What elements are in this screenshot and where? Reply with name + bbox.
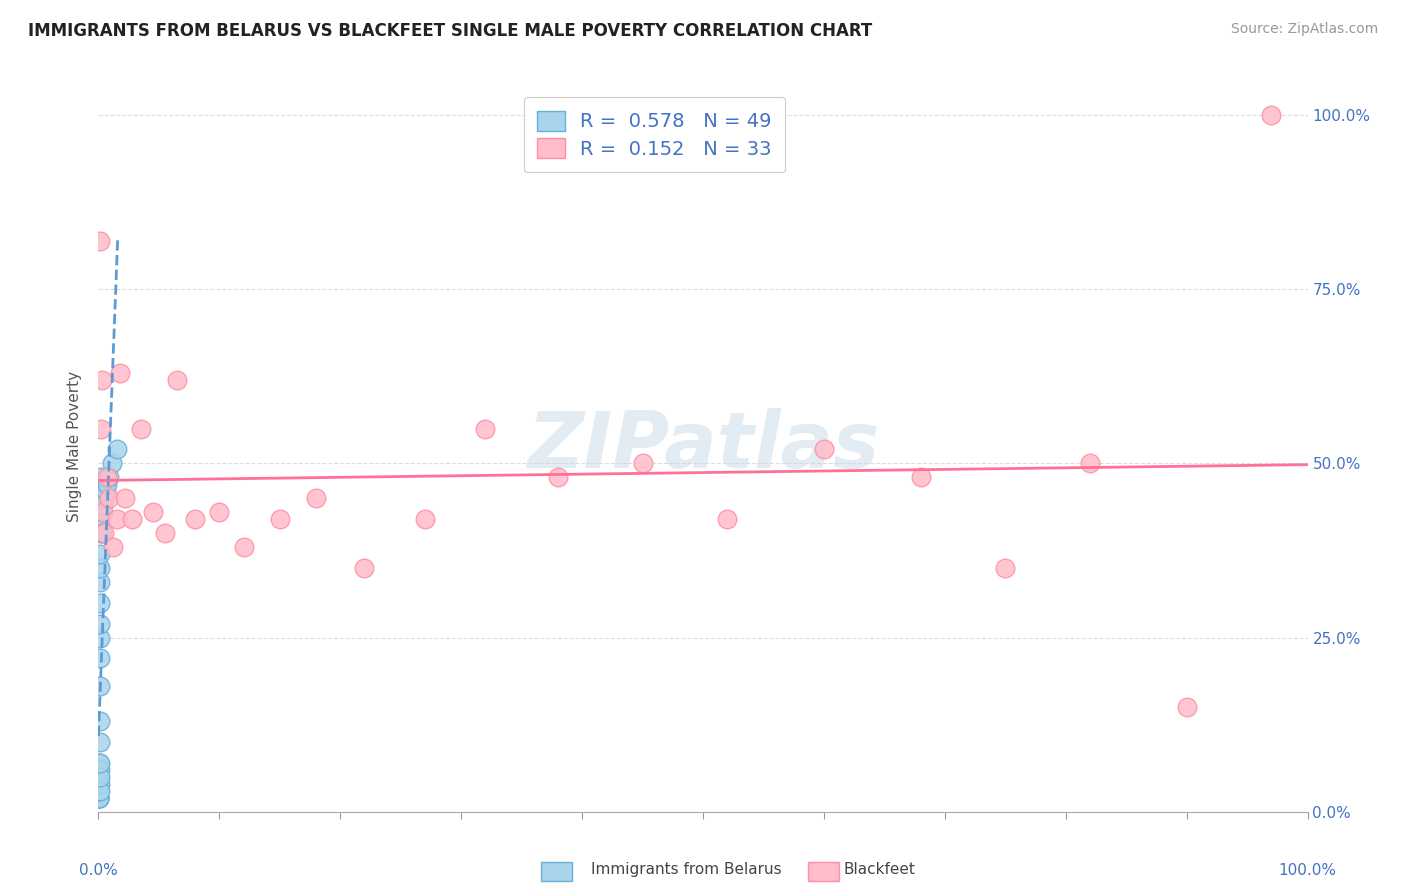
- Point: [184, 512, 207, 526]
- Point: [89, 561, 111, 575]
- Point: [90, 470, 112, 484]
- Point: [89, 651, 111, 665]
- Point: [142, 505, 165, 519]
- Point: [105, 512, 128, 526]
- Point: [1260, 108, 1282, 122]
- Point: [96, 470, 118, 484]
- Point: [716, 512, 738, 526]
- Point: [89, 756, 111, 770]
- Point: [90, 512, 112, 526]
- Text: ZIPatlas: ZIPatlas: [527, 408, 879, 484]
- Point: [87, 790, 110, 805]
- Text: Blackfeet: Blackfeet: [844, 863, 915, 877]
- Y-axis label: Single Male Poverty: Single Male Poverty: [67, 370, 83, 522]
- Point: [93, 526, 115, 541]
- Point: [87, 763, 110, 777]
- Point: [105, 442, 128, 457]
- Point: [89, 784, 111, 798]
- Point: [89, 547, 111, 561]
- Point: [91, 505, 114, 519]
- Point: [89, 763, 111, 777]
- Point: [166, 373, 188, 387]
- Point: [631, 457, 654, 471]
- Point: [94, 484, 117, 499]
- Point: [89, 770, 111, 784]
- Point: [153, 526, 176, 541]
- Point: [1078, 457, 1101, 471]
- Point: [89, 616, 111, 631]
- Text: 100.0%: 100.0%: [1278, 863, 1337, 878]
- Point: [101, 540, 124, 554]
- Point: [269, 512, 291, 526]
- Text: 0.0%: 0.0%: [79, 863, 118, 878]
- Point: [413, 512, 436, 526]
- Point: [208, 505, 231, 519]
- Point: [89, 784, 111, 798]
- Point: [89, 714, 111, 728]
- Point: [89, 756, 111, 770]
- Point: [98, 470, 121, 484]
- Point: [89, 777, 111, 791]
- Point: [474, 421, 496, 435]
- Point: [89, 763, 111, 777]
- Legend: R =  0.578   N = 49, R =  0.152   N = 33: R = 0.578 N = 49, R = 0.152 N = 33: [524, 97, 786, 172]
- Point: [87, 790, 110, 805]
- Point: [89, 770, 111, 784]
- Point: [89, 596, 111, 610]
- Point: [108, 366, 131, 380]
- Point: [114, 491, 136, 506]
- Point: [90, 484, 112, 499]
- Point: [89, 790, 111, 805]
- Point: [89, 735, 111, 749]
- Text: IMMIGRANTS FROM BELARUS VS BLACKFEET SINGLE MALE POVERTY CORRELATION CHART: IMMIGRANTS FROM BELARUS VS BLACKFEET SIN…: [28, 22, 872, 40]
- Point: [89, 784, 111, 798]
- Point: [90, 498, 112, 512]
- Point: [87, 763, 110, 777]
- Point: [89, 790, 111, 805]
- Point: [89, 574, 111, 589]
- Point: [91, 373, 114, 387]
- Point: [100, 457, 122, 471]
- Point: [89, 777, 111, 791]
- Point: [232, 540, 254, 554]
- Point: [91, 526, 114, 541]
- Point: [89, 770, 111, 784]
- Text: Immigrants from Belarus: Immigrants from Belarus: [591, 863, 782, 877]
- Point: [87, 777, 110, 791]
- Point: [91, 498, 114, 512]
- Text: Source: ZipAtlas.com: Source: ZipAtlas.com: [1230, 22, 1378, 37]
- Point: [87, 784, 110, 798]
- Point: [121, 512, 143, 526]
- Point: [129, 421, 152, 435]
- Point: [87, 790, 110, 805]
- Point: [89, 631, 111, 645]
- Point: [90, 421, 112, 435]
- Point: [305, 491, 328, 506]
- Point: [994, 561, 1017, 575]
- Point: [87, 784, 110, 798]
- Point: [91, 505, 114, 519]
- Point: [813, 442, 835, 457]
- Point: [87, 777, 110, 791]
- Point: [93, 491, 115, 506]
- Point: [89, 756, 111, 770]
- Point: [1175, 700, 1198, 714]
- Point: [910, 470, 932, 484]
- Point: [89, 234, 111, 248]
- Point: [353, 561, 375, 575]
- Point: [90, 526, 112, 541]
- Point: [96, 477, 118, 491]
- Point: [87, 770, 110, 784]
- Point: [547, 470, 569, 484]
- Point: [89, 679, 111, 693]
- Point: [98, 491, 121, 506]
